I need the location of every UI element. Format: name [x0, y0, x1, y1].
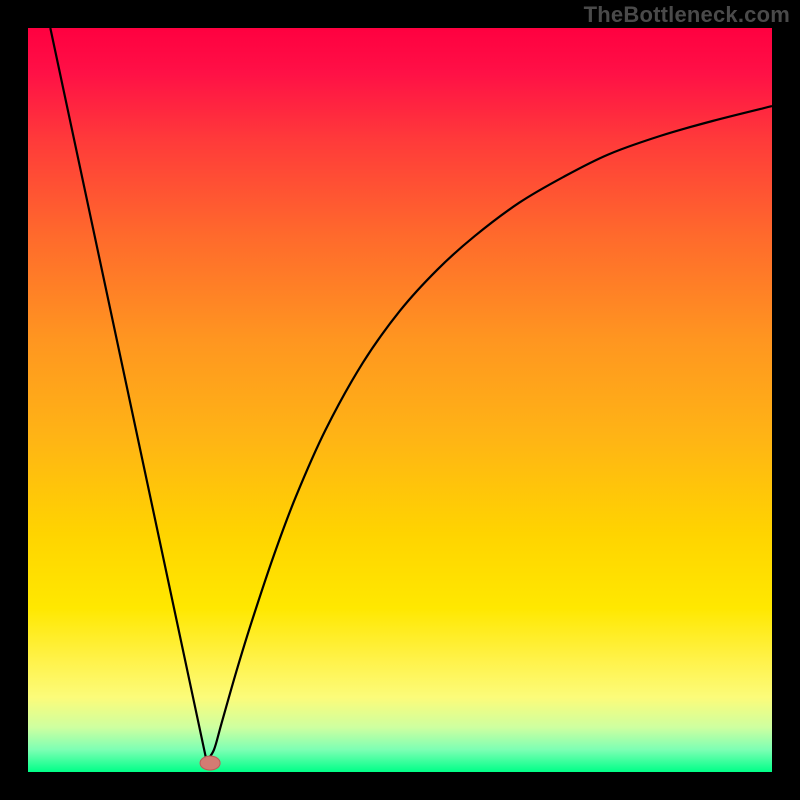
gradient-background: [28, 28, 772, 772]
plot-svg: [28, 28, 772, 772]
bottleneck-chart: TheBottleneck.com: [0, 0, 800, 800]
plot-area: [28, 28, 772, 772]
optimum-marker: [200, 756, 221, 771]
watermark-text: TheBottleneck.com: [584, 2, 790, 28]
